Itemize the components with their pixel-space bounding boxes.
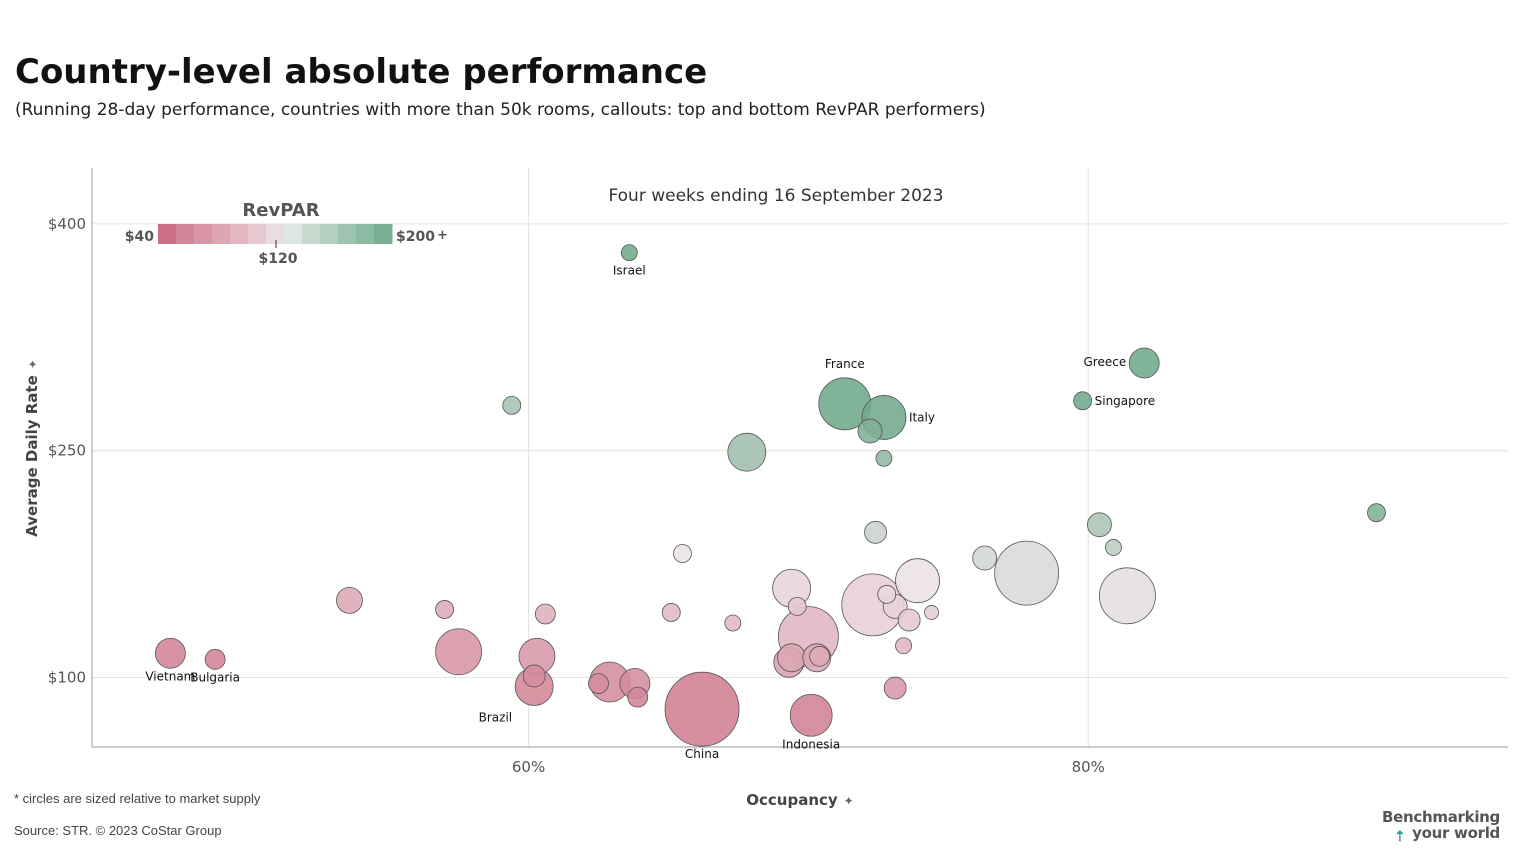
legend-swatch	[230, 224, 249, 244]
bubble-point	[204, 648, 226, 670]
bubble-point	[1087, 512, 1112, 538]
bubble-point	[664, 671, 740, 747]
source-note: Source: STR. © 2023 CoStar Group	[14, 823, 222, 838]
legend-min-label: $40	[125, 229, 154, 245]
bubble-point	[875, 449, 893, 467]
bubble-point	[620, 244, 638, 262]
callout-label: Bulgaria	[190, 670, 240, 684]
y-axis-label: Average Daily Rate✦	[23, 359, 41, 537]
bubble-point	[522, 664, 546, 688]
bubble-point	[627, 686, 649, 708]
y-tick-label: $100	[48, 668, 86, 686]
bubble-point	[1128, 347, 1160, 379]
bubble-point	[1099, 567, 1156, 625]
bubble-point	[1073, 391, 1093, 411]
legend-swatch	[194, 224, 213, 244]
legend-swatch	[356, 224, 375, 244]
callout-label: Italy	[909, 410, 935, 424]
legend-swatch	[176, 224, 195, 244]
bubble-point	[1367, 503, 1386, 523]
bubble-point	[777, 643, 807, 673]
bubble-point	[895, 637, 912, 655]
bubble-point	[877, 584, 897, 604]
callout-label: Indonesia	[782, 737, 840, 751]
legend-swatch	[212, 224, 231, 244]
y-axis-pin-icon: ✦	[26, 359, 40, 369]
bubble-point	[787, 597, 807, 616]
benchmarking-logo: ⇡ Benchmarking your world	[1382, 808, 1500, 844]
bubble-point	[154, 637, 186, 669]
bubble-point	[883, 676, 907, 700]
y-tick-label: $250	[48, 442, 86, 460]
x-tick-label: 80%	[1072, 758, 1105, 776]
legend-swatch	[248, 224, 267, 244]
bubbles	[154, 244, 1386, 747]
legend-swatch	[158, 224, 177, 244]
legend-max-label: $200 +	[396, 228, 448, 245]
bubble-point	[502, 395, 522, 415]
x-axis-pin-icon: ✦	[844, 794, 854, 808]
footnote: * circles are sized relative to market s…	[14, 791, 261, 806]
bubble-point	[895, 558, 940, 604]
bubble-point	[336, 586, 363, 614]
bubble-point	[661, 603, 681, 622]
bubble-point	[673, 544, 692, 563]
callout-label: Vietnam	[145, 669, 195, 683]
bubble-point	[809, 645, 830, 667]
callout-label: France	[825, 357, 865, 371]
bubble-point	[588, 673, 609, 694]
legend-gradient	[158, 224, 393, 244]
callout-label: China	[685, 747, 719, 761]
x-tick-label: 60%	[512, 758, 545, 776]
bubble-point	[924, 605, 939, 620]
bubble-point	[435, 628, 482, 676]
chart-title: Four weeks ending 16 September 2023	[608, 186, 943, 206]
page-subtitle: (Running 28-day performance, countries w…	[15, 100, 986, 120]
arrow-up-icon: ⇡	[1394, 828, 1406, 844]
bubble-point	[864, 520, 887, 544]
legend-swatch	[320, 224, 339, 244]
revpar-legend: RevPAR $40 $200 + $120	[125, 200, 448, 267]
brand-line1: Benchmarking	[1382, 808, 1500, 826]
callout-label: Singapore	[1095, 394, 1156, 408]
legend-title: RevPAR	[242, 200, 319, 221]
y-tick-label: $400	[48, 215, 86, 233]
page-title: Country-level absolute performance	[15, 52, 708, 92]
bubble-point	[727, 432, 767, 472]
bubble-point	[857, 418, 883, 444]
callout-label: Greece	[1083, 355, 1126, 369]
legend-swatch	[374, 224, 393, 244]
callout-label: Brazil	[479, 711, 513, 725]
bubble-point	[724, 614, 742, 632]
bubble-point	[994, 540, 1060, 606]
bubble-point	[1105, 539, 1122, 556]
bubble-point	[534, 603, 556, 625]
legend-swatch	[266, 224, 285, 244]
legend-swatch	[302, 224, 321, 244]
legend-swatch	[338, 224, 357, 244]
x-axis-label: Occupancy ✦	[746, 791, 853, 809]
axis-ticks: $100 $250 $400 60% 80%	[48, 215, 1105, 776]
bubble-point	[897, 608, 921, 632]
brand-line2: your world	[1412, 824, 1500, 842]
legend-max-suffix: +	[437, 228, 448, 243]
bubble-point	[435, 600, 455, 619]
bubble-point	[789, 693, 833, 737]
legend-swatch	[284, 224, 303, 244]
bubble-point	[972, 545, 998, 571]
legend-mid-label: $120	[259, 251, 298, 267]
callout-label: Israel	[613, 264, 646, 278]
